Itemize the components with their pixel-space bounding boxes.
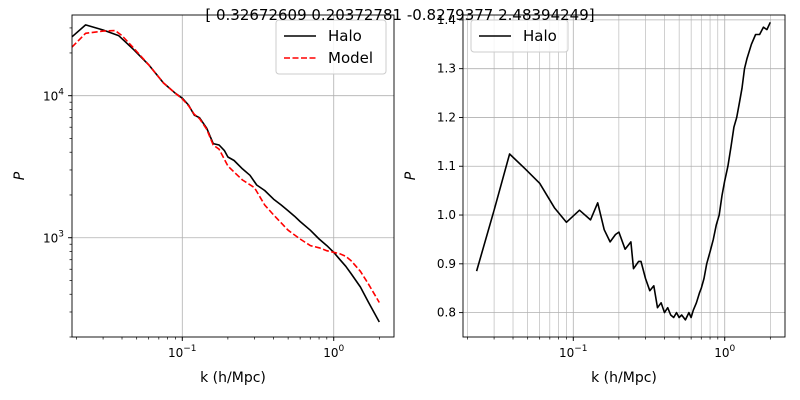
y-tick-label: 1.1 <box>437 159 456 173</box>
series-group <box>71 24 381 323</box>
axes-frame <box>462 14 786 338</box>
x-axis-label: k (h/Mpc) <box>200 370 266 386</box>
x-tick-label: 100 <box>323 344 344 360</box>
legend-box <box>470 19 569 53</box>
x-tick-label: 10−1 <box>168 344 197 360</box>
legend-label-halo: Halo <box>328 27 362 45</box>
axes-frame <box>71 14 395 338</box>
y-axis-label: P <box>12 171 28 180</box>
legend-box <box>275 19 387 75</box>
x-axis-label: k (h/Mpc) <box>591 370 657 386</box>
right-plot-panel: 10−1 100 0.8 0.9 1.0 1.1 1.2 1.3 1.4 k (h/Mpc) P Ha… <box>403 13 786 386</box>
y-tick-label: 103 <box>43 230 64 246</box>
ticks: 10−1 100 0.8 0.9 1.0 1.1 1.2 1.3 1.4 <box>437 13 771 360</box>
series-line-halo <box>475 21 772 321</box>
legend: Halo <box>470 19 569 53</box>
legend-label-model: Model <box>328 49 373 67</box>
figure-suptitle: [ 0.32672609 0.20372781 -0.8279377 2.483… <box>205 6 594 24</box>
y-tick-label: 1.4 <box>437 13 456 27</box>
plot-area <box>463 15 785 337</box>
legend: Halo Model <box>275 19 387 75</box>
x-tick-label: 10−1 <box>559 344 588 360</box>
y-tick-label: 0.9 <box>437 257 456 271</box>
series-group <box>475 21 772 321</box>
y-tick-label: 1.2 <box>437 110 456 124</box>
series-line-model <box>71 29 380 303</box>
y-tick-label: 104 <box>43 88 64 104</box>
grid <box>463 15 785 337</box>
legend-label-halo: Halo <box>523 27 557 45</box>
y-tick-label: 0.8 <box>437 306 456 320</box>
x-tick-label: 100 <box>714 344 735 360</box>
left-plot-panel: 10−1 100 103 104 k (h/Mpc) P Halo Model <box>12 14 395 386</box>
ticks: 10−1 100 103 104 <box>43 27 380 360</box>
y-tick-label: 1.3 <box>437 62 456 76</box>
y-axis-label: P <box>403 171 419 180</box>
y-tick-label: 1.0 <box>437 208 456 222</box>
